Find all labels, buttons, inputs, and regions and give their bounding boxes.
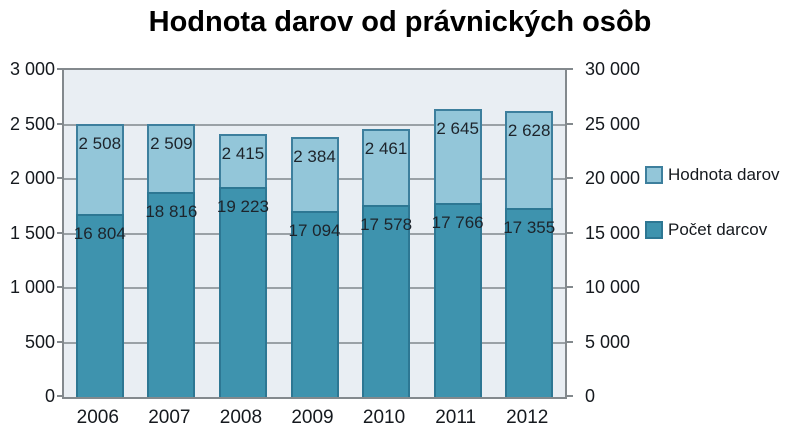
bar-počet-darcov (290, 211, 339, 397)
right-axis-tick (567, 340, 573, 343)
right-axis-label: 30 000 (585, 59, 641, 79)
left-axis-label: 500 (24, 331, 55, 352)
bar-value-label: 2 645 (436, 118, 479, 138)
left-axis-label: 2 000 (9, 168, 55, 188)
bar-počet-darcov (75, 214, 124, 397)
bar-value-label: 17 355 (503, 217, 556, 237)
bar-value-label: 2 508 (78, 133, 122, 153)
category-label: 2012 (506, 407, 549, 428)
legend-item: Hodnota darov (645, 164, 780, 186)
right-axis-tick (567, 68, 573, 70)
plot-area: 2 508 16 804 2 509 18 816 2 415 19 223 2 384 17… (62, 68, 567, 399)
bar-počet-darcov (218, 187, 267, 397)
bar-value-label: 19 223 (216, 197, 269, 217)
right-axis-tick (567, 395, 573, 397)
bar-value-label: 16 804 (73, 223, 126, 243)
bar-value-label: 2 509 (150, 133, 193, 153)
bar-value-label: 18 816 (145, 201, 198, 221)
left-axis-label: 1 500 (9, 222, 55, 243)
legend-swatch (645, 166, 663, 184)
right-axis-tick (567, 231, 573, 234)
left-axis-label: 3 000 (9, 59, 55, 79)
bar-počet-darcov (147, 192, 196, 397)
bar-počet-darcov (505, 208, 554, 397)
bar-value-label: 17 094 (288, 220, 341, 240)
right-axis-label: 5 000 (585, 331, 631, 352)
legend: Hodnota darov Počet darcov (645, 164, 780, 274)
category-label: 2008 (219, 407, 263, 428)
gridline (64, 123, 565, 126)
left-axis-label: 1 000 (9, 277, 55, 297)
bar-value-label: 2 415 (221, 143, 265, 163)
left-axis-label: 0 (44, 386, 55, 406)
right-axis-label: 20 000 (585, 168, 641, 188)
category-label: 2009 (291, 407, 334, 428)
bar-value-label: 2 384 (293, 147, 336, 167)
left-axis-tick (57, 286, 63, 288)
category-label: 2007 (148, 407, 191, 428)
left-axis-tick (57, 395, 63, 397)
right-axis-label: 0 (585, 386, 596, 406)
legend-label: Počet darcov (668, 220, 768, 239)
category-label: 2010 (362, 407, 406, 428)
right-axis-tick (567, 122, 573, 125)
left-axis-tick (57, 122, 63, 125)
bar-value-label: 17 766 (431, 213, 484, 233)
right-axis-label: 15 000 (585, 222, 641, 243)
left-axis-tick (57, 340, 63, 343)
bar-value-label: 2 461 (364, 138, 408, 158)
bar-počet-darcov (362, 205, 411, 397)
bar-value-label: 2 628 (507, 120, 551, 140)
bar-value-label: 17 578 (360, 215, 413, 235)
right-axis-label: 25 000 (585, 113, 641, 134)
left-axis-label: 2 500 (9, 113, 55, 134)
chart-title: Hodnota darov od právnických osôb (148, 6, 652, 38)
left-axis-tick (57, 68, 63, 70)
bar-počet-darcov (433, 203, 482, 397)
category-label: 2011 (435, 407, 477, 428)
right-axis-label: 10 000 (585, 277, 641, 297)
right-axis-tick (567, 286, 573, 288)
legend-label: Hodnota darov (668, 165, 780, 184)
category-label: 2006 (76, 407, 119, 428)
legend-item: Počet darcov (645, 219, 780, 241)
left-axis-tick (57, 231, 63, 234)
legend-swatch (645, 221, 663, 239)
left-axis-tick (57, 177, 63, 179)
right-axis-tick (567, 177, 573, 179)
